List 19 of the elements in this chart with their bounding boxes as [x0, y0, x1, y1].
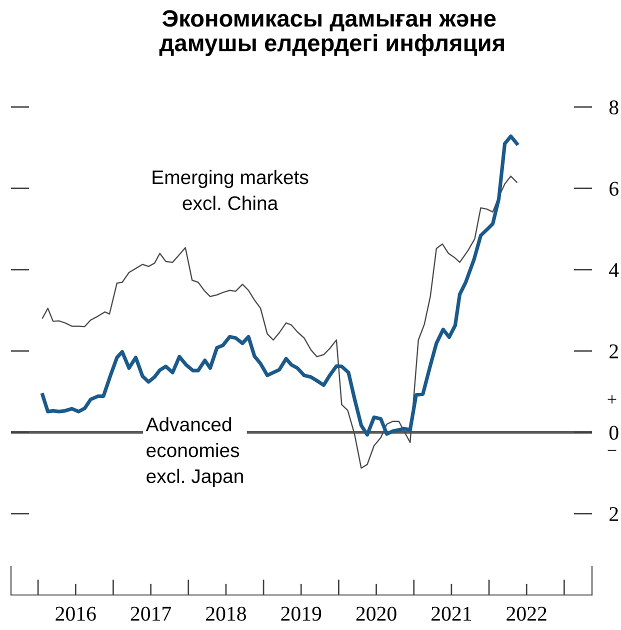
y-tick-label: 6: [610, 182, 618, 196]
x-tick-label: 2017: [130, 606, 172, 621]
y-tick-label: 0: [609, 426, 618, 440]
x-tick-label: 2019: [281, 606, 322, 621]
chart-title: Экономикасы дамыған және дамушы елдердегі инфляция: [159, 10, 504, 56]
x-tick-label: 2022: [506, 606, 546, 621]
line-series: [40, 134, 519, 437]
y-tick-label: 4: [609, 263, 619, 277]
x-tick-label: 2018: [206, 606, 246, 621]
text: +: [608, 395, 616, 404]
y-tick-label: 8: [609, 100, 618, 114]
y-tick-label: 2: [610, 507, 618, 521]
text: Emerging markets excl. China: [152, 170, 308, 210]
x-tick-label: 2020: [356, 606, 396, 621]
x-tick-label: 2016: [56, 606, 96, 621]
series-label: Advanced economies excl. Japan: [146, 417, 243, 487]
x-tick-label: 2021: [432, 606, 472, 621]
text: −: [608, 450, 616, 451]
y-tick-label: 2: [610, 344, 618, 358]
